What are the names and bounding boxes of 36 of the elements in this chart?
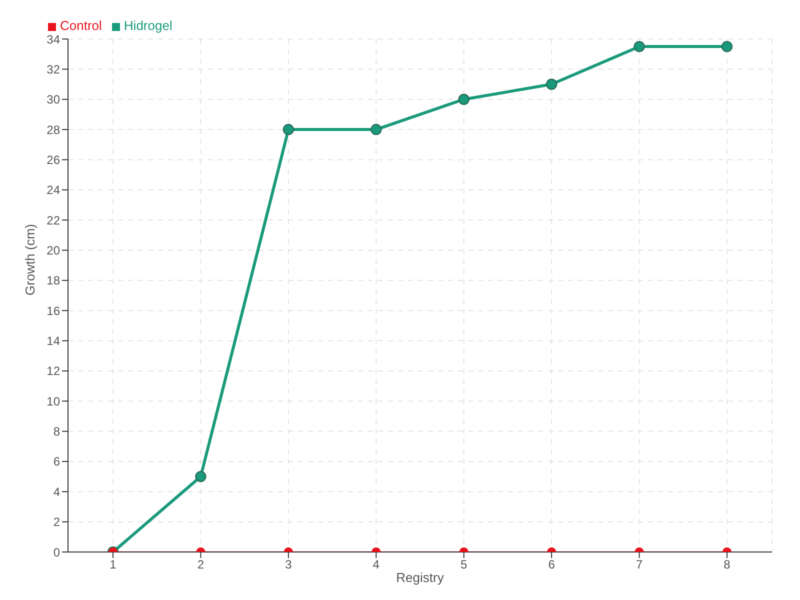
x-tick-label: 8 <box>724 558 731 572</box>
y-tick-label: 34 <box>46 32 60 46</box>
y-tick-label: 4 <box>53 484 60 499</box>
x-tick-label: 4 <box>372 558 380 572</box>
point <box>546 78 558 90</box>
y-tick-label: 10 <box>46 394 60 408</box>
y-tick-label: 32 <box>46 62 60 76</box>
y-tick-label: 26 <box>46 152 60 167</box>
y-tick-label: 2 <box>53 515 60 530</box>
point <box>634 40 645 52</box>
y-tick-label: 30 <box>46 92 60 107</box>
y-tick-label: 6 <box>53 454 60 469</box>
x-tick-label: 2 <box>197 558 204 572</box>
y-tick-label: 18 <box>46 274 60 288</box>
y-tick-label: 16 <box>46 304 60 318</box>
legend-label: Hidrogel <box>124 18 172 33</box>
point <box>282 124 294 136</box>
y-tick-label: 28 <box>46 122 60 137</box>
legend-label: Control <box>60 18 102 33</box>
y-tick-label: 12 <box>46 364 60 378</box>
x-tick-label: 7 <box>636 558 643 572</box>
y-tick-label: 14 <box>46 334 60 348</box>
x-axis-title: Registry <box>396 570 444 585</box>
y-tick-label: 22 <box>46 213 60 228</box>
point <box>370 124 382 136</box>
y-tick-label: 8 <box>53 424 60 439</box>
x-tick-label: 3 <box>285 558 292 572</box>
y-tick-label: 0 <box>53 545 60 560</box>
y-tick-label: 20 <box>46 243 60 258</box>
point <box>458 94 470 105</box>
x-tick-label: 6 <box>548 558 556 572</box>
y-tick-label: 24 <box>46 183 60 198</box>
point <box>721 40 733 52</box>
x-tick-label: 1 <box>110 558 117 572</box>
x-tick-label: 5 <box>460 558 468 572</box>
y-axis-title: Growth (cm) <box>22 224 38 296</box>
